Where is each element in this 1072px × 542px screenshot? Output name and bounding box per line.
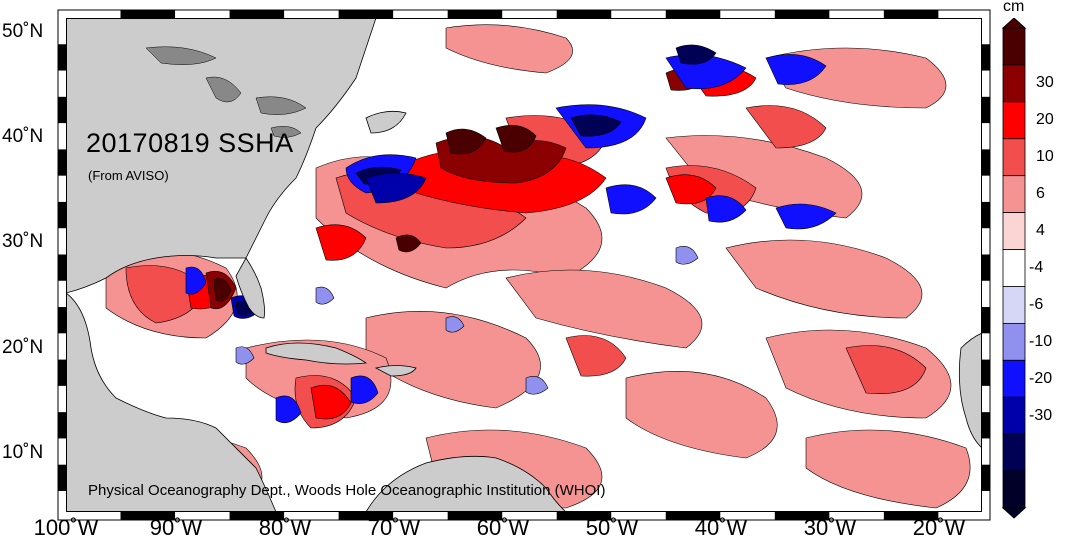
colorbar-tick-label: 4: [1036, 222, 1045, 240]
map-subtitle: (From AVISO): [88, 168, 169, 183]
frame-tick-segment: [982, 307, 990, 334]
colorbar-tick-label: -30: [1029, 406, 1053, 424]
colorbar-swatch: [1002, 212, 1026, 250]
lon-label-70w: 70˚W: [367, 515, 421, 540]
colorbar-unit: cm: [1003, 0, 1025, 15]
map-credit: Physical Oceanography Dept., Woods Hole …: [88, 482, 606, 499]
colorbar-tick-label: 6: [1036, 185, 1045, 203]
colorbar: [1001, 18, 1027, 519]
frame-tick-segment: [982, 464, 990, 491]
ssha-map-canvas: [66, 18, 982, 512]
frame-tick-segment: [58, 44, 66, 71]
colorbar-swatch: [1002, 322, 1026, 361]
colorbar-swatch: [1002, 101, 1026, 140]
frame-tick-segment: [982, 359, 990, 386]
colorbar-swatch: [1002, 138, 1026, 177]
lon-label-20w: 20˚W: [912, 515, 966, 540]
frame-tick-segment: [58, 412, 66, 439]
frame-tick-segment: [338, 10, 394, 18]
colorbar-swatch: [1002, 64, 1026, 103]
colorbar-swatch: [1002, 175, 1026, 214]
lon-label-60w: 60˚W: [476, 515, 530, 540]
frame-tick-segment: [229, 10, 285, 18]
colorbar-swatch: [1002, 27, 1026, 66]
lat-label-50n: 50˚N: [2, 21, 44, 42]
colorbar-tick-label: -6: [1029, 295, 1044, 313]
colorbar-tick-label: 10: [1036, 148, 1054, 166]
frame-tick-segment: [58, 96, 66, 124]
colorbar-swatch: [1002, 286, 1026, 324]
frame-tick-segment: [883, 10, 939, 18]
colorbar-tick-label: -10: [1029, 332, 1053, 350]
lon-label-80w: 80˚W: [258, 515, 312, 540]
frame-tick-segment: [982, 201, 990, 229]
colorbar-swatch: [1002, 249, 1026, 287]
lat-label-40n: 40˚N: [2, 126, 44, 147]
colorbar-tick-label: 30: [1036, 74, 1054, 92]
colorbar-tick-label: 20: [1036, 111, 1054, 129]
frame-tick-segment: [982, 412, 990, 439]
frame-tick-segment: [982, 44, 990, 71]
lon-label-90w: 90˚W: [149, 515, 203, 540]
colorbar-swatch: [1002, 396, 1026, 435]
colorbar-tick-label: -20: [1029, 369, 1053, 387]
lat-label-30n: 30˚N: [2, 231, 44, 252]
frame-tick-segment: [58, 359, 66, 386]
colorbar-top-arrow: [1001, 18, 1027, 29]
lon-label-100w: 100˚W: [33, 515, 99, 540]
frame-tick-segment: [58, 307, 66, 334]
lat-label-20n: 20˚N: [2, 337, 44, 358]
lon-label-30w: 30˚W: [803, 515, 857, 540]
frame-tick-segment: [447, 10, 503, 18]
frame-tick-segment: [665, 10, 721, 18]
colorbar-swatch: [1002, 359, 1026, 398]
lon-label-40w: 40˚W: [694, 515, 748, 540]
colorbar-bottom-arrow: [1001, 507, 1027, 519]
colorbar-tick-label: -4: [1029, 259, 1044, 276]
map-title: 20170819 SSHA: [86, 128, 294, 158]
colorbar-swatch: [1002, 433, 1026, 472]
frame-tick-segment: [58, 201, 66, 229]
frame-tick-segment: [982, 96, 990, 124]
frame-tick-segment: [982, 254, 990, 281]
frame-tick-segment: [58, 149, 66, 176]
frame-tick-segment: [556, 10, 612, 18]
lat-label-10n: 10˚N: [2, 442, 44, 463]
lon-label-50w: 50˚W: [585, 515, 639, 540]
frame-tick-segment: [982, 149, 990, 176]
frame-tick-segment: [120, 10, 176, 18]
colorbar-swatch: [1002, 470, 1026, 509]
ssha-map: [66, 18, 982, 512]
frame-tick-segment: [58, 464, 66, 491]
frame-tick-segment: [774, 10, 830, 18]
frame-tick-segment: [58, 254, 66, 281]
